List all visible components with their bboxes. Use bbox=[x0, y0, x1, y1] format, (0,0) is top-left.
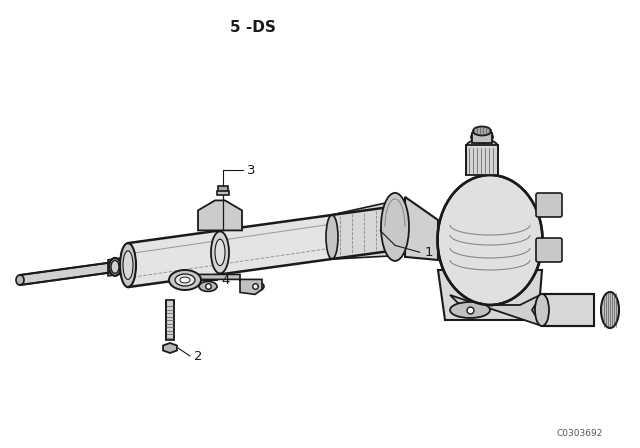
Ellipse shape bbox=[169, 270, 201, 290]
Ellipse shape bbox=[471, 131, 493, 143]
Polygon shape bbox=[166, 300, 174, 340]
Ellipse shape bbox=[111, 260, 119, 273]
Ellipse shape bbox=[180, 277, 190, 283]
Ellipse shape bbox=[211, 232, 229, 273]
Polygon shape bbox=[163, 343, 177, 353]
Ellipse shape bbox=[199, 281, 217, 291]
Polygon shape bbox=[108, 256, 135, 276]
Polygon shape bbox=[330, 202, 390, 259]
Ellipse shape bbox=[109, 258, 121, 276]
Polygon shape bbox=[405, 197, 438, 260]
Polygon shape bbox=[450, 294, 542, 326]
Polygon shape bbox=[192, 272, 262, 294]
Ellipse shape bbox=[246, 281, 264, 291]
Text: 5 -DS: 5 -DS bbox=[230, 20, 276, 35]
Ellipse shape bbox=[535, 294, 549, 326]
Polygon shape bbox=[466, 145, 498, 175]
Ellipse shape bbox=[123, 251, 133, 280]
Ellipse shape bbox=[466, 139, 498, 155]
Text: 4: 4 bbox=[221, 273, 229, 287]
Ellipse shape bbox=[215, 239, 225, 266]
Ellipse shape bbox=[438, 175, 543, 305]
Polygon shape bbox=[20, 263, 110, 285]
Text: 2: 2 bbox=[194, 349, 202, 362]
Polygon shape bbox=[472, 133, 492, 143]
Ellipse shape bbox=[175, 274, 195, 286]
Polygon shape bbox=[198, 200, 242, 230]
Text: 1: 1 bbox=[425, 246, 433, 259]
Polygon shape bbox=[218, 186, 228, 192]
Ellipse shape bbox=[326, 215, 338, 259]
Text: 3: 3 bbox=[247, 164, 255, 177]
FancyBboxPatch shape bbox=[536, 238, 562, 262]
Polygon shape bbox=[217, 191, 229, 195]
Ellipse shape bbox=[601, 292, 619, 328]
Polygon shape bbox=[128, 206, 400, 287]
Polygon shape bbox=[438, 270, 542, 320]
Polygon shape bbox=[542, 294, 594, 326]
Ellipse shape bbox=[450, 302, 490, 318]
Ellipse shape bbox=[384, 202, 396, 256]
Ellipse shape bbox=[16, 275, 24, 285]
Text: C0303692: C0303692 bbox=[556, 429, 602, 438]
FancyBboxPatch shape bbox=[536, 193, 562, 217]
Ellipse shape bbox=[381, 193, 409, 261]
Ellipse shape bbox=[120, 243, 136, 287]
Ellipse shape bbox=[473, 126, 491, 135]
